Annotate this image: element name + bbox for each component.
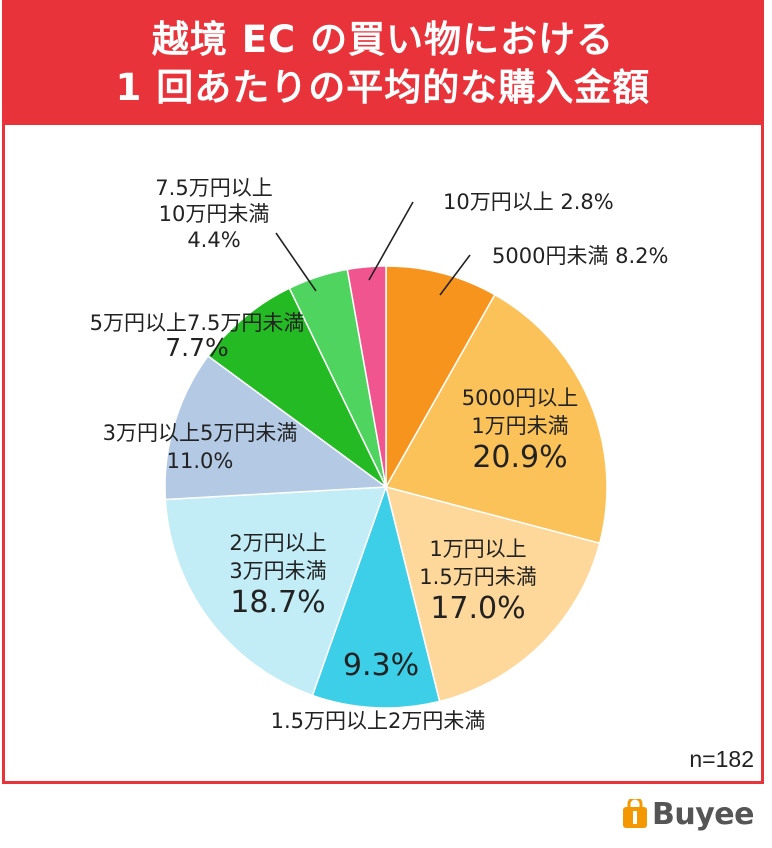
slice-label: 5万円以上7.5万円未満 (90, 311, 305, 335)
slice-percentage: 18.7% (230, 585, 325, 620)
shopping-bag-icon (622, 796, 648, 829)
slice-label: 10万円以上 2.8% (443, 190, 614, 214)
leader-line (439, 254, 471, 296)
slice-percentage: 4.4% (187, 228, 240, 252)
buyee-logo: Buyee (622, 794, 754, 834)
slice-label: 1万円以上 (429, 537, 526, 561)
pie-slice (164, 354, 389, 501)
pie-slice (206, 287, 387, 488)
slice-label: 5000円以上 (462, 386, 578, 410)
slice-label: 2万円以上 (229, 531, 326, 555)
slice-percentage: 20.9% (472, 440, 567, 475)
slice-percentage: 7.7% (165, 333, 229, 362)
pie-slice (384, 293, 608, 545)
pie-slice (384, 485, 601, 703)
slice-label: 1.5万円以上2万円未満 (271, 709, 486, 733)
title-bar: 越境 EC の買い物における 1 回あたりの平均的な購入金額 (5, 3, 761, 125)
chart-title-line-2: 1 回あたりの平均的な購入金額 (115, 66, 651, 109)
pie-slice (164, 486, 388, 697)
slice-percentage: 17.0% (430, 591, 525, 626)
pie-slice (385, 265, 496, 490)
slice-label: 3万円未満 (229, 559, 326, 583)
slice-label: 1万円未満 (471, 414, 568, 438)
slice-label: 7.5万円以上 (155, 176, 272, 200)
chart-title-line-1: 越境 EC の買い物における (151, 18, 615, 61)
slice-label: 10万円未満 (159, 202, 270, 226)
pie-slice (346, 265, 387, 488)
leader-line (368, 201, 414, 281)
slice-label: 5000円未満 8.2% (492, 244, 668, 268)
pie-slice (311, 484, 441, 709)
slice-label: 1.5万円未満 (419, 565, 536, 589)
logo-text: Buyee (652, 796, 754, 832)
slice-percentage: 9.3% (343, 648, 419, 683)
slice-label: 3万円以上5万円未満 (103, 421, 298, 445)
pie-slices (164, 265, 608, 709)
sample-size-label: n=182 (689, 746, 754, 772)
slice-percentage: 11.0% (167, 449, 234, 473)
leader-line (275, 232, 317, 292)
